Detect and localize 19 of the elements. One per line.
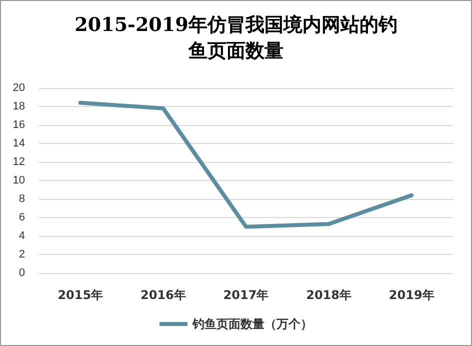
y-tick-label: 20	[12, 82, 25, 94]
y-tick-label: 4	[18, 230, 25, 242]
x-tick-label: 2016年	[140, 288, 186, 302]
y-tick-label: 12	[12, 156, 25, 168]
chart-title: 2015-2019年仿冒我国境内网站的钓鱼页面数量	[74, 14, 398, 62]
x-tick-label: 2017年	[223, 288, 269, 302]
x-tick-label: 2018年	[306, 288, 352, 302]
y-tick-label: 18	[12, 100, 25, 112]
y-tick-label: 16	[12, 119, 25, 131]
y-tick-label: 0	[18, 267, 25, 279]
y-tick-label: 2	[18, 248, 25, 260]
legend-label: 钓鱼页面数量（万个）	[192, 317, 312, 331]
y-tick-label: 14	[12, 138, 25, 150]
line-series	[78, 100, 414, 229]
x-tick-label: 2019年	[388, 288, 434, 302]
x-tick-label: 2015年	[58, 288, 104, 302]
y-tick-label: 8	[18, 193, 25, 205]
y-tick-label: 6	[18, 212, 25, 224]
y-tick-label: 10	[12, 174, 25, 186]
